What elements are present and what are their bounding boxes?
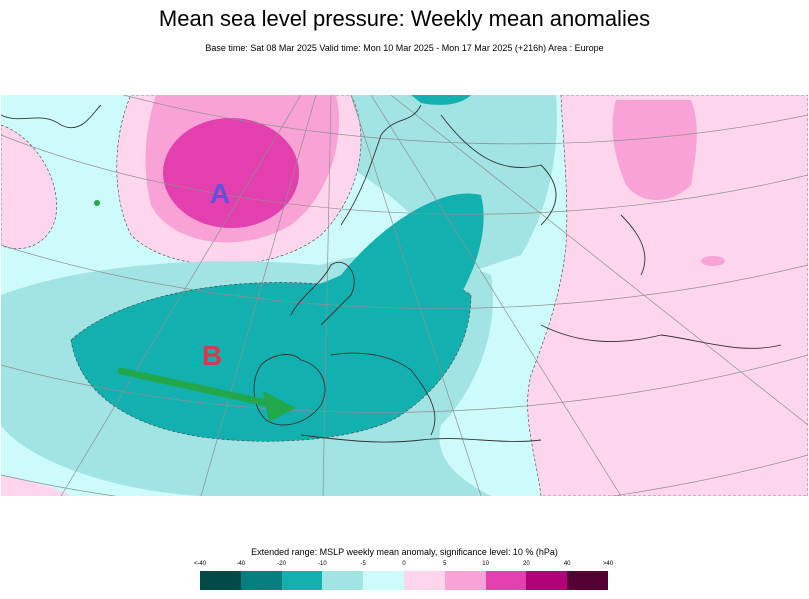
legend-tick-label: <-40 — [193, 561, 207, 567]
colorbar-box — [200, 571, 241, 590]
legend-tick-label: -10 — [318, 561, 327, 567]
colorbar-box — [240, 571, 282, 590]
legend-tick-label: 20 — [523, 561, 530, 567]
south-west-positive-edge — [1, 475, 71, 496]
colorbar-box — [281, 571, 323, 590]
north-east-positive-core — [612, 100, 697, 200]
colorbar-box — [322, 571, 364, 590]
colorbar — [200, 571, 608, 590]
legend-tick-label: -40 — [236, 561, 246, 567]
colorbar-box — [444, 571, 486, 590]
north-negative-core — [411, 95, 471, 105]
graticule — [1, 95, 808, 496]
west-positive-region — [1, 124, 57, 249]
arrow — [117, 367, 296, 422]
legend-tick-label: 0 — [402, 561, 406, 567]
colorbar-box — [485, 571, 527, 590]
legend-tick-label: -5 — [360, 561, 366, 567]
low-core — [129, 193, 484, 434]
label-b: B — [202, 340, 222, 371]
legend-tick-label: 10 — [482, 561, 489, 567]
colorbar-box — [403, 571, 445, 590]
legend-tick-label: >40 — [602, 561, 614, 567]
east-positive-region — [527, 95, 808, 496]
legend-tick-label: 5 — [443, 561, 447, 567]
page-subtitle: Base time: Sat 08 Mar 2025 Valid time: M… — [205, 43, 604, 53]
colorbar-box — [363, 571, 404, 590]
legend-ticks: <-40 -40 -20 -10 -5 0 5 10 20 40 >40 — [0, 561, 809, 571]
anomaly-map: A B — [1, 95, 808, 496]
small-positive-patch — [701, 256, 725, 266]
legend-title: Extended range: MSLP weekly mean anomaly… — [251, 547, 558, 557]
legend-tick-label: -20 — [277, 561, 286, 567]
legend-tick-label: 40 — [563, 561, 571, 567]
marker-dot — [94, 200, 100, 206]
map-canvas: A B — [1, 95, 808, 496]
north-negative-band — [331, 95, 557, 275]
colorbar-box — [567, 571, 608, 590]
colorbar-box — [526, 571, 568, 590]
page-title: Mean sea level pressure: Weekly mean ano… — [158, 6, 651, 31]
label-a: A — [210, 178, 230, 209]
